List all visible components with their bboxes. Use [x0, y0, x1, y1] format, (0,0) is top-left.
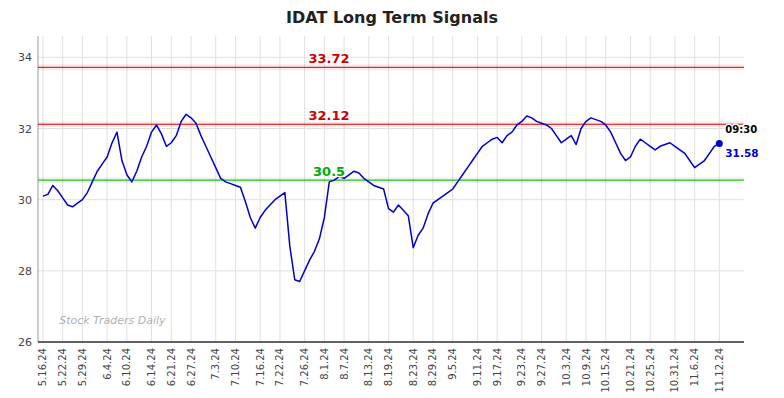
x-grid-line: [650, 36, 651, 342]
level-line: [38, 180, 744, 181]
x-tick-label: 7.10.24: [230, 348, 241, 386]
y-tick-label: 34: [18, 51, 32, 64]
level-line: [38, 124, 744, 125]
x-tick-label: 5.22.24: [57, 348, 68, 386]
x-grid-line: [126, 36, 127, 342]
x-tick-label: 8.19.24: [383, 348, 394, 386]
x-grid-line: [215, 36, 216, 342]
x-tick-label: 7.22.24: [274, 348, 285, 386]
x-grid-line: [388, 36, 389, 342]
x-grid-line: [235, 36, 236, 342]
x-tick-label: 6.4.24: [102, 348, 113, 380]
x-tick-label: 9.5.24: [447, 348, 458, 380]
x-grid-line: [344, 36, 345, 342]
x-tick-label: 10.15.24: [600, 348, 611, 393]
y-grid-line: [38, 199, 744, 200]
y-grid-line: [38, 270, 744, 271]
x-tick-label: 9.27.24: [536, 348, 547, 386]
x-tick-label: 7.16.24: [255, 348, 266, 386]
x-grid-line: [260, 36, 261, 342]
x-tick-label: 9.17.24: [492, 348, 503, 386]
x-tick-label: 8.23.24: [408, 348, 419, 386]
x-tick-label: 6.14.24: [146, 348, 157, 386]
last-value: 31.58: [725, 147, 758, 159]
level-label: 33.72: [309, 51, 350, 66]
x-grid-line: [62, 36, 63, 342]
x-grid-line: [497, 36, 498, 342]
level-band: [38, 121, 744, 127]
x-grid-line: [521, 36, 522, 342]
last-point: [716, 140, 723, 147]
level-line: [38, 67, 744, 68]
x-grid-line: [171, 36, 172, 342]
x-grid-line: [413, 36, 414, 342]
annotations: 33.72 32.12 30.5 09:30 31.58: [309, 51, 759, 179]
x-tick-label: 7.3.24: [210, 348, 221, 380]
x-tick-label: 5.29.24: [77, 348, 88, 386]
x-grid-line: [107, 36, 108, 342]
y-tick-label: 32: [18, 123, 32, 136]
x-tick-label: 10.31.24: [669, 348, 680, 393]
chart: IDAT Long Term Signals 26 28 30 32 34 5.16.24 5…: [0, 0, 784, 398]
last-time: 09:30: [725, 124, 757, 135]
x-tick-label: 7.26.24: [299, 348, 310, 386]
x-tick-label: 5.16.24: [37, 348, 48, 386]
x-tick-label: 10.25.24: [645, 348, 656, 393]
x-tick-label: 6.27.24: [186, 348, 197, 386]
x-tick-label: 8.7.24: [339, 348, 350, 380]
x-tick-label: 10.21.24: [625, 348, 636, 393]
title: IDAT Long Term Signals: [286, 8, 498, 27]
x-tick-label: 10.9.24: [581, 348, 592, 386]
y-tick-label: 26: [18, 336, 32, 349]
x-grid-line: [82, 36, 83, 342]
x-grid-line: [477, 36, 478, 342]
x-tick-label: 9.23.24: [516, 348, 527, 386]
price-line: [43, 114, 719, 281]
x-grid-line: [432, 36, 433, 342]
y-grid-line: [38, 57, 744, 58]
grid: [38, 36, 744, 342]
x-grid-line: [42, 36, 43, 342]
x-tick-label: 11.6.24: [689, 348, 700, 386]
y-tick-label: 28: [18, 265, 32, 278]
x-tick-label: 8.29.24: [427, 348, 438, 386]
x-grid-line: [151, 36, 152, 342]
level-label: 32.12: [309, 108, 350, 123]
x-grid-line: [368, 36, 369, 342]
x-grid-line: [605, 36, 606, 342]
watermark: Stock Traders Daily: [59, 314, 166, 327]
x-tick-label: 9.11.24: [472, 348, 483, 386]
level-label: 30.5: [313, 164, 345, 179]
x-grid-line: [630, 36, 631, 342]
level-band: [38, 64, 744, 70]
x-grid-line: [674, 36, 675, 342]
x-tick-label: 6.10.24: [121, 348, 132, 386]
x-grid-line: [541, 36, 542, 342]
x-tick-label: 6.21.24: [166, 348, 177, 386]
x-tick-label: 8.1.24: [319, 348, 330, 380]
x-tick-label: 8.13.24: [363, 348, 374, 386]
y-grid-line: [38, 128, 744, 129]
x-grid-line: [566, 36, 567, 342]
x-grid-line: [279, 36, 280, 342]
x-tick-label: 11.12.24: [714, 348, 725, 393]
x-grid-line: [694, 36, 695, 342]
x-grid-line: [324, 36, 325, 342]
y-axis-line: [38, 36, 39, 342]
y-grid-line: [38, 342, 744, 343]
x-grid-line: [586, 36, 587, 342]
x-grid-line: [191, 36, 192, 342]
x-axis-line: [38, 341, 744, 343]
x-grid-line: [719, 36, 720, 342]
plot-area: [38, 64, 744, 281]
level-band: [38, 177, 744, 183]
x-tick-label: 10.3.24: [561, 348, 572, 386]
y-tick-label: 30: [18, 194, 32, 207]
x-grid-line: [304, 36, 305, 342]
